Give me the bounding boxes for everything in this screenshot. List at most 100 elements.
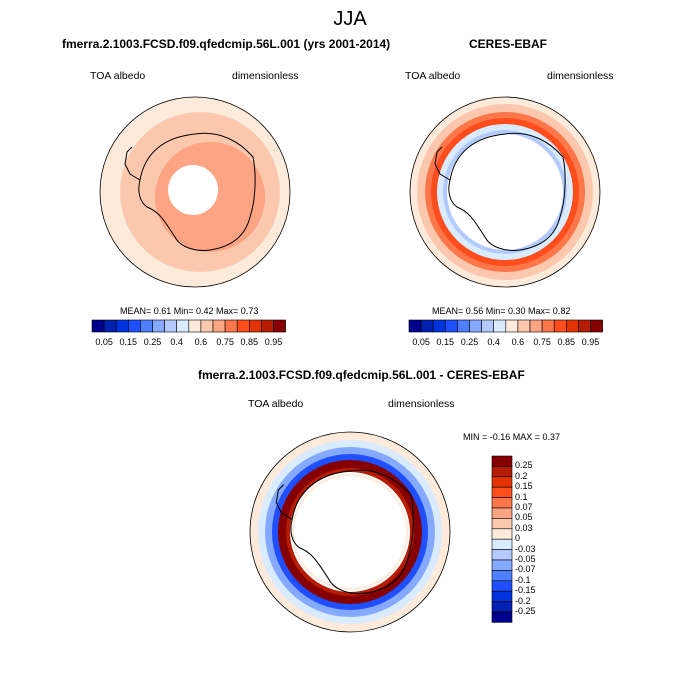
panel1-colorbar-box xyxy=(140,319,153,333)
panel1-units-label: dimensionless xyxy=(232,70,299,82)
panel3-colorbar-tick: -0.05 xyxy=(515,554,536,564)
panel2-colorbar-box xyxy=(457,319,470,333)
panel1-colorbar-tick: 0.85 xyxy=(240,337,259,347)
panel1-colorbar-box xyxy=(188,319,202,333)
panel3-colorbar-box xyxy=(491,611,513,623)
panel1-colorbar-box xyxy=(115,319,129,333)
panel2-variable-label: TOA albedo xyxy=(405,70,461,82)
map-ceres-coastline xyxy=(434,132,566,251)
panel3-colorbar-tick: -0.03 xyxy=(515,543,536,554)
panel1-colorbar-box xyxy=(261,319,274,333)
panel3-colorbar-tick: -0.1 xyxy=(515,574,531,585)
map-model-contour-3 xyxy=(168,165,218,215)
panel1-colorbar-box xyxy=(176,319,190,333)
panel1-colorbar-tick: 0.95 xyxy=(264,337,283,347)
panel3-colorbar-tick: 0.07 xyxy=(515,502,533,512)
map-ceres-contour-6 xyxy=(447,134,563,250)
panel2-colorbar-box xyxy=(590,319,603,333)
panel2-title: CERES-EBAF xyxy=(469,37,548,51)
panel3-variable-label: TOA albedo xyxy=(248,398,304,410)
panel3-colorbar-tick: -0.2 xyxy=(515,595,531,606)
panel1-colorbar-tick: 0.75 xyxy=(216,337,234,347)
panel3-colorbar-tick: 0.03 xyxy=(515,522,533,533)
panel2-colorbar-box xyxy=(444,319,458,333)
panel2-colorbar-box xyxy=(541,319,555,333)
panel3-colorbar-box xyxy=(491,538,513,550)
panel1-colorbar-box xyxy=(224,319,238,333)
panel3-units-label: dimensionless xyxy=(388,398,455,410)
panel2-colorbar-tick: 0.95 xyxy=(581,337,600,347)
map-difference-coastline xyxy=(275,469,414,595)
panel3-colorbar-tick: 0.15 xyxy=(515,481,533,492)
panel3-colorbar-tick: 0 xyxy=(515,533,521,544)
panel2-colorbar-box xyxy=(469,319,482,333)
panel3-colorbar-box xyxy=(491,497,513,509)
panel3-colorbar-box xyxy=(491,580,513,592)
map-ceres-boundary xyxy=(409,96,601,288)
panel1-colorbar-box xyxy=(273,319,286,333)
panel1-stats: MEAN= 0.61 Min= 0.42 Max= 0.73 xyxy=(120,306,259,316)
panel3-colorbar-box xyxy=(491,455,513,467)
panel3-colorbar-box xyxy=(491,601,513,613)
panel1-colorbar-tick: 0.25 xyxy=(143,337,162,347)
panel2-colorbar-tick: 0.25 xyxy=(460,337,479,347)
panel3-colorbar-tick: -0.25 xyxy=(515,606,536,616)
panel2-colorbar-box xyxy=(408,319,422,333)
panel2-colorbar-box xyxy=(517,319,531,333)
panel3-colorbar-box xyxy=(491,570,513,582)
map-model-boundary xyxy=(99,96,291,288)
map-difference-contour-8 xyxy=(294,476,406,588)
panel1-variable-label: TOA albedo xyxy=(90,70,146,82)
panel1-colorbar-box xyxy=(128,319,141,333)
panel2-colorbar-tick: 0.85 xyxy=(557,337,576,347)
panel1-colorbar-box xyxy=(236,319,250,333)
panel2-colorbar-box xyxy=(505,319,519,333)
panel1-colorbar-box xyxy=(249,319,262,333)
panel2-colorbar-box xyxy=(420,319,434,333)
panel2-colorbar-tick: 0.15 xyxy=(436,337,455,347)
panel3-colorbar-tick: 0.25 xyxy=(515,460,533,471)
panel2-colorbar-tick: 0.6 xyxy=(511,337,525,347)
panel3-colorbar-tick: -0.15 xyxy=(515,585,536,596)
panel2-colorbar-box xyxy=(565,319,579,333)
panel1-colorbar-tick: 0.4 xyxy=(170,337,183,347)
panel3-colorbar-box xyxy=(491,466,513,478)
panel3-stats: MIN = -0.16 MAX = 0.37 xyxy=(463,432,561,442)
panel1-colorbar-box xyxy=(91,319,105,333)
panel2-colorbar-tick: 0.75 xyxy=(533,337,551,347)
panel1-colorbar-tick: 0.6 xyxy=(194,337,208,347)
panel2-colorbar-tick: 0.05 xyxy=(412,337,430,347)
panel1-colorbar-box xyxy=(164,319,178,333)
panel2-colorbar-box xyxy=(493,319,507,333)
panel3-colorbar-box xyxy=(491,518,513,530)
panel3-colorbar-tick: 0.2 xyxy=(515,470,528,481)
panel3-title: fmerra.2.1003.FCSD.f09.qfedcmip.56L.001 … xyxy=(198,368,525,382)
panel2-colorbar-box xyxy=(578,319,591,333)
panel3-colorbar-box xyxy=(491,507,513,519)
map-difference-boundary xyxy=(249,431,451,633)
panel1-colorbar-box xyxy=(152,319,165,333)
panel1-colorbar-box xyxy=(200,319,214,333)
panel3-colorbar-box xyxy=(491,528,513,540)
panel1-colorbar-box xyxy=(103,319,117,333)
panel3-colorbar-box xyxy=(491,486,513,498)
panel1-colorbar-tick: 0.05 xyxy=(95,337,113,347)
panel2-units-label: dimensionless xyxy=(547,70,614,82)
panel3-colorbar-box xyxy=(491,549,513,561)
panel3-colorbar-box xyxy=(491,590,513,602)
panel3-colorbar-box xyxy=(491,476,513,488)
panel2-colorbar-tick: 0.4 xyxy=(487,337,500,347)
panel2-colorbar-box xyxy=(481,319,495,333)
panel2-colorbar-box xyxy=(553,319,567,333)
panel1-colorbar-tick: 0.15 xyxy=(119,337,138,347)
panel2-colorbar-box xyxy=(432,319,446,333)
figure-title: JJA xyxy=(333,8,367,30)
panel1-colorbar-box xyxy=(212,319,226,333)
panel2-stats: MEAN= 0.56 Min= 0.30 Max= 0.82 xyxy=(432,306,571,316)
panel3-colorbar-tick: -0.07 xyxy=(515,564,536,575)
panel3-colorbar-tick: 0.05 xyxy=(515,512,533,523)
panel1-title: fmerra.2.1003.FCSD.f09.qfedcmip.56L.001 … xyxy=(62,37,391,51)
panel3-colorbar-tick: 0.1 xyxy=(515,491,528,502)
